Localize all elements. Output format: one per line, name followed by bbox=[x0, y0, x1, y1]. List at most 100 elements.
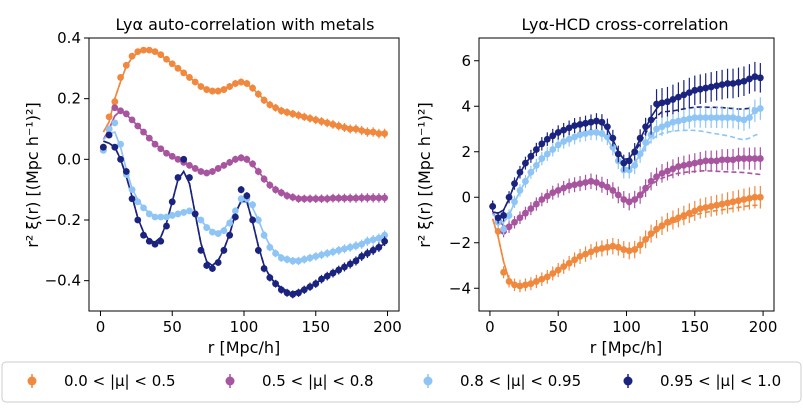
data-point bbox=[197, 168, 205, 175]
data-point bbox=[511, 198, 518, 206]
data-point bbox=[522, 159, 529, 167]
data-point bbox=[346, 194, 354, 202]
legend-marker bbox=[423, 376, 433, 386]
legend-label: 0.8 < |μ| < 0.95 bbox=[460, 372, 581, 390]
data-point bbox=[674, 117, 682, 125]
data-point bbox=[249, 160, 257, 168]
right-panel-model-lines bbox=[491, 76, 761, 287]
data-point bbox=[237, 195, 245, 203]
data-point bbox=[582, 119, 589, 127]
x-tick-label: 50 bbox=[549, 318, 568, 336]
data-point bbox=[713, 157, 721, 165]
data-point bbox=[653, 225, 660, 233]
model-line bbox=[102, 109, 385, 200]
data-point bbox=[658, 99, 666, 107]
data-point bbox=[527, 168, 535, 176]
data-point bbox=[358, 240, 366, 248]
data-point bbox=[254, 216, 262, 224]
data-point bbox=[117, 107, 124, 115]
data-point bbox=[203, 169, 211, 177]
data-point bbox=[582, 250, 589, 258]
data-point bbox=[603, 183, 611, 191]
data-point bbox=[272, 249, 279, 257]
y-tick-label: 0 bbox=[461, 188, 471, 206]
data-point bbox=[157, 145, 165, 153]
data-point bbox=[174, 210, 182, 218]
data-point bbox=[707, 83, 715, 91]
data-point bbox=[117, 140, 124, 148]
data-point bbox=[751, 107, 759, 115]
data-point bbox=[272, 186, 279, 194]
data-point bbox=[598, 181, 606, 189]
data-point bbox=[631, 148, 639, 156]
data-point bbox=[341, 245, 348, 253]
data-point bbox=[664, 98, 671, 106]
data-point bbox=[140, 204, 147, 212]
data-point bbox=[696, 205, 704, 213]
data-point bbox=[163, 213, 170, 221]
data-point bbox=[751, 73, 759, 81]
data-point bbox=[543, 192, 551, 200]
data-point bbox=[111, 104, 119, 112]
data-point bbox=[713, 82, 721, 90]
data-point bbox=[658, 123, 666, 131]
data-point bbox=[598, 118, 606, 126]
data-point bbox=[571, 181, 579, 189]
data-point bbox=[145, 237, 153, 245]
data-point bbox=[674, 93, 682, 101]
data-point bbox=[554, 266, 562, 274]
data-point bbox=[620, 246, 628, 253]
data-point bbox=[352, 242, 360, 250]
left-panel-data-points bbox=[99, 46, 389, 299]
y-tick-label: 0.2 bbox=[57, 90, 81, 108]
data-point bbox=[609, 143, 617, 151]
data-point bbox=[249, 216, 257, 224]
data-point bbox=[220, 86, 228, 93]
data-point bbox=[505, 223, 513, 231]
data-point bbox=[145, 134, 153, 142]
data-point bbox=[369, 128, 377, 136]
data-point bbox=[128, 195, 136, 203]
x-tick-label: 100 bbox=[230, 318, 259, 336]
data-point bbox=[614, 150, 622, 158]
data-point bbox=[642, 123, 650, 131]
data-point bbox=[587, 248, 595, 256]
data-point bbox=[593, 129, 600, 136]
data-point bbox=[168, 212, 176, 219]
data-point bbox=[718, 200, 726, 208]
data-point bbox=[151, 48, 159, 56]
data-point bbox=[254, 168, 262, 175]
data-point bbox=[664, 121, 671, 128]
data-point bbox=[306, 254, 314, 262]
y-tick-label: 2 bbox=[461, 143, 471, 161]
data-point bbox=[295, 257, 302, 265]
data-point bbox=[625, 166, 633, 174]
data-point bbox=[163, 222, 170, 230]
data-point bbox=[341, 194, 348, 202]
data-point bbox=[323, 272, 331, 280]
data-point bbox=[214, 259, 222, 266]
data-point bbox=[352, 257, 360, 265]
data-point bbox=[685, 160, 693, 168]
data-point bbox=[174, 155, 182, 163]
data-point bbox=[735, 155, 742, 162]
data-point bbox=[729, 80, 737, 87]
data-point bbox=[335, 246, 343, 254]
data-point bbox=[653, 125, 660, 133]
y-tick-label: −2 bbox=[449, 234, 471, 252]
data-point bbox=[576, 180, 584, 188]
data-point bbox=[260, 96, 268, 104]
data-point bbox=[702, 204, 710, 211]
data-point bbox=[145, 210, 153, 218]
data-point bbox=[140, 128, 147, 136]
data-point bbox=[128, 116, 136, 124]
data-point bbox=[500, 212, 507, 219]
y-tick-label: 6 bbox=[461, 52, 471, 70]
data-point bbox=[631, 246, 639, 253]
right-panel-ticks: 0 50 100 150 200 −4 −2 0 2 4 6 bbox=[449, 52, 778, 336]
legend-entry: 0.95 < |μ| < 1.0 bbox=[623, 372, 781, 390]
data-point bbox=[625, 198, 633, 206]
left-panel-ticks: 0 50 100 150 200 −0.4 −0.2 0.0 0.2 0.4 bbox=[45, 29, 402, 336]
data-point bbox=[614, 191, 622, 199]
legend-marker bbox=[623, 376, 633, 386]
